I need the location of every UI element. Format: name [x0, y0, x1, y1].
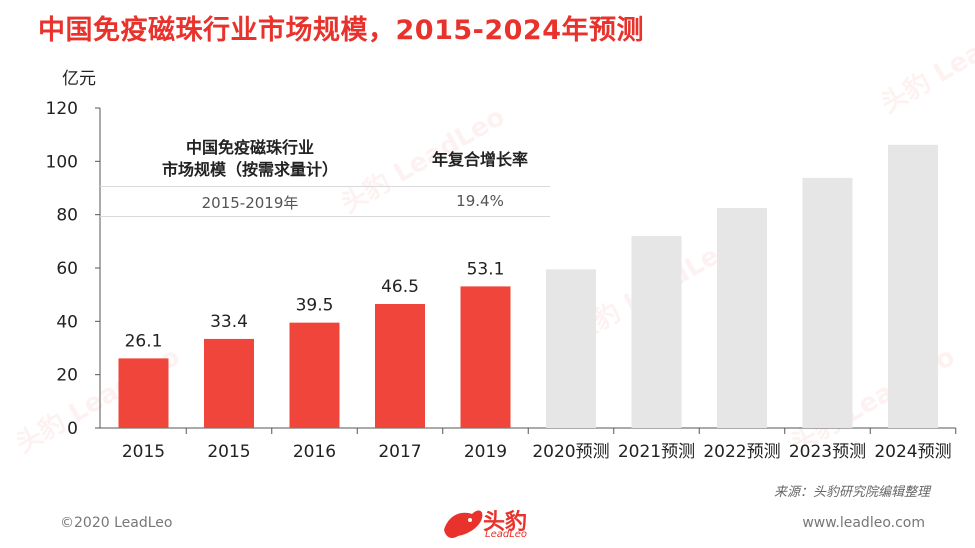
- logo-text: 头豹: [483, 510, 528, 535]
- table-header-market-size: 中国免疫磁珠行业 市场规模（按需求量计）: [161, 138, 338, 179]
- bar: [118, 358, 169, 428]
- x-tick-label: 2023预测: [789, 442, 866, 462]
- y-tick-label: 0: [67, 419, 78, 439]
- x-tick-label: 2015: [122, 442, 165, 462]
- chart-title: 中国免疫磁珠行业市场规模，2015-2024年预测: [38, 15, 644, 46]
- bar: [802, 177, 853, 428]
- table-divider: [100, 216, 550, 217]
- leopard-logo-icon: [444, 510, 483, 538]
- data-label: 39.5: [296, 296, 334, 316]
- x-tick-label: 2016: [293, 442, 336, 462]
- x-tick-label: 2020预测: [532, 442, 609, 462]
- data-label: 53.1: [467, 259, 505, 279]
- x-tick-label: 2015: [207, 442, 250, 462]
- table-divider: [100, 186, 550, 187]
- bar: [546, 269, 596, 428]
- y-axis-unit: 亿元: [62, 69, 96, 89]
- bar: [717, 208, 767, 428]
- y-tick-label: 80: [56, 206, 78, 226]
- data-label: 46.5: [381, 277, 419, 297]
- website-link[interactable]: www.leadleo.com: [802, 515, 925, 531]
- table-value-period: 2015-2019年: [201, 194, 299, 212]
- table-value-cagr: 19.4%: [456, 192, 504, 210]
- bar: [460, 286, 511, 428]
- table-header-cagr: 年复合增长率: [431, 150, 528, 169]
- data-label: 33.4: [210, 312, 248, 332]
- y-tick-label: 40: [56, 312, 78, 332]
- y-tick-label: 20: [56, 366, 78, 386]
- bar: [631, 236, 682, 428]
- y-tick-label: 60: [56, 259, 78, 279]
- bar: [289, 322, 340, 428]
- bar: [375, 304, 425, 428]
- x-tick-label: 2019: [464, 442, 507, 462]
- x-tick-label: 2022预测: [703, 442, 780, 462]
- x-tick-label: 2017: [378, 442, 421, 462]
- source-note: 来源：头豹研究院编辑整理: [773, 485, 930, 500]
- bar: [204, 338, 254, 428]
- y-tick-label: 100: [46, 152, 78, 172]
- logo-subtext: LeadLeo: [485, 529, 528, 540]
- x-tick-label: 2021预测: [618, 442, 695, 462]
- bar: [888, 144, 938, 429]
- x-tick-label: 2024预测: [874, 442, 951, 462]
- y-tick-label: 120: [46, 99, 78, 119]
- copyright: ©2020 LeadLeo: [60, 515, 173, 531]
- data-label: 26.1: [125, 331, 163, 351]
